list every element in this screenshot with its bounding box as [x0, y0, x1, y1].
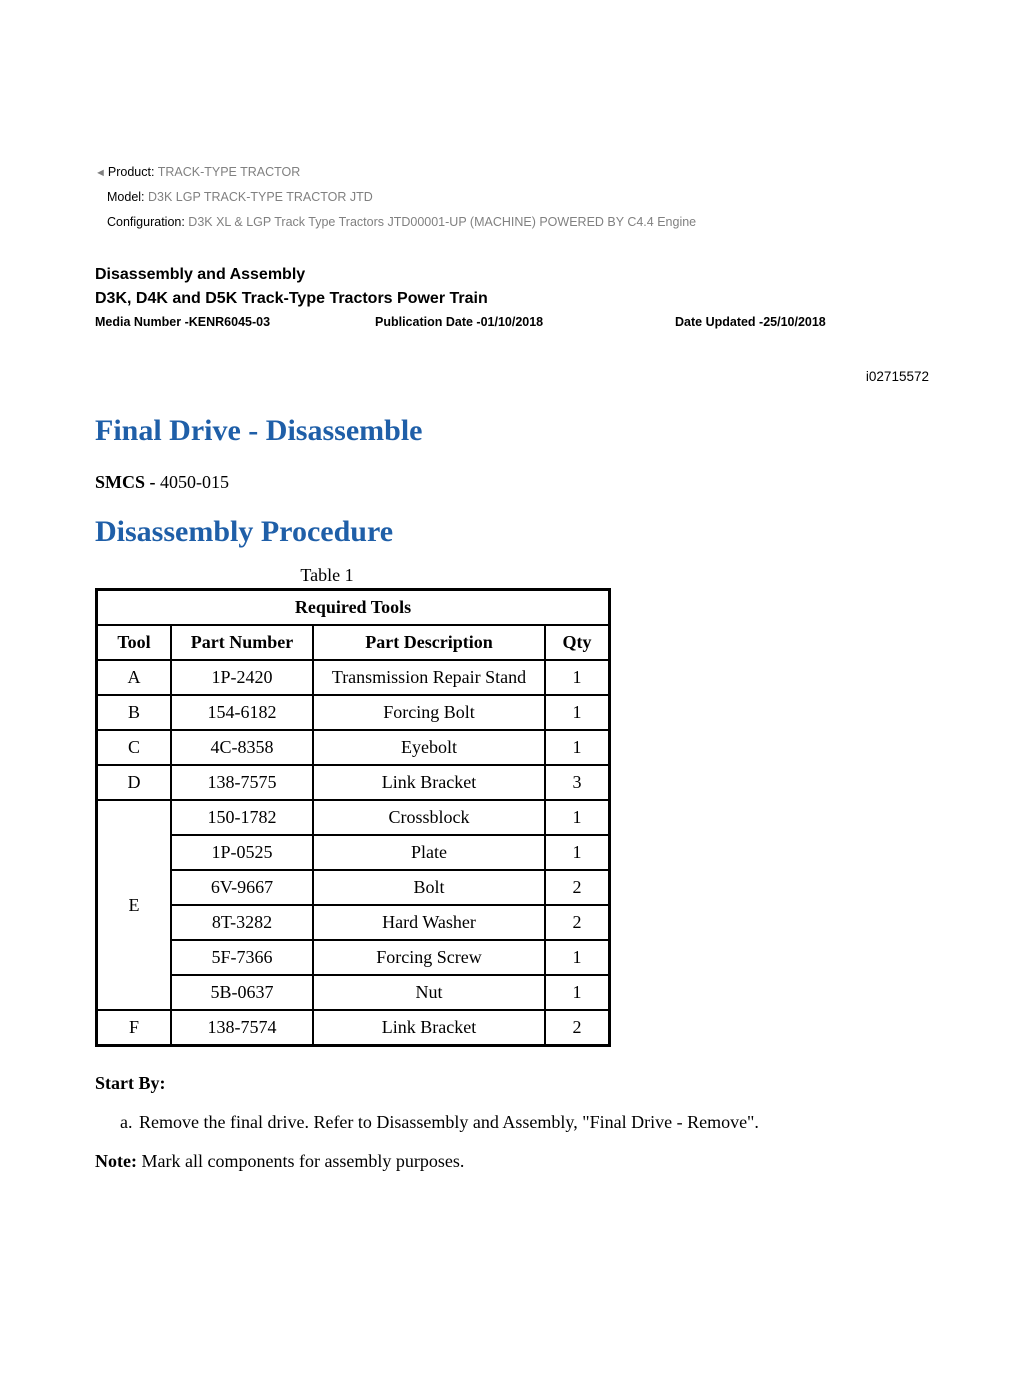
- cell-description: Link Bracket: [313, 765, 545, 800]
- cell-description: Forcing Bolt: [313, 695, 545, 730]
- cell-part-number: 138-7575: [171, 765, 313, 800]
- cell-qty: 1: [545, 975, 609, 1010]
- smcs-label: SMCS -: [95, 472, 160, 492]
- cell-part-number: 4C-8358: [171, 730, 313, 765]
- note-label: Note:: [95, 1151, 141, 1171]
- cell-part-number: 1P-0525: [171, 835, 313, 870]
- col-header-tool: Tool: [97, 625, 171, 660]
- document-id: i02715572: [95, 369, 929, 384]
- cell-tool: D: [97, 765, 171, 800]
- cell-qty: 1: [545, 800, 609, 835]
- cell-description: Nut: [313, 975, 545, 1010]
- cell-tool: A: [97, 660, 171, 695]
- cell-tool: C: [97, 730, 171, 765]
- table-row: D138-7575Link Bracket3: [97, 765, 609, 800]
- cell-part-number: 1P-2420: [171, 660, 313, 695]
- cell-part-number: 8T-3282: [171, 905, 313, 940]
- meta-row-model: Model: D3K LGP TRACK-TYPE TRACTOR JTD: [95, 185, 929, 210]
- list-item: Remove the final drive. Refer to Disasse…: [137, 1112, 929, 1133]
- smcs-value: 4050-015: [160, 472, 229, 492]
- cell-part-number: 5F-7366: [171, 940, 313, 975]
- cell-description: Eyebolt: [313, 730, 545, 765]
- date-updated: Date Updated -25/10/2018: [675, 315, 929, 329]
- meta-product-value: TRACK-TYPE TRACTOR: [154, 165, 300, 179]
- col-header-pn: Part Number: [171, 625, 313, 660]
- start-by-list: Remove the final drive. Refer to Disasse…: [95, 1112, 929, 1133]
- section-header: Disassembly and Assembly D3K, D4K and D5…: [95, 263, 929, 329]
- table-row: A1P-2420Transmission Repair Stand1: [97, 660, 609, 695]
- start-by: Start By:: [95, 1073, 929, 1094]
- meta-block: ◄Product: TRACK-TYPE TRACTOR Model: D3K …: [95, 160, 929, 235]
- cell-part-number: 138-7574: [171, 1010, 313, 1045]
- meta-model-value: D3K LGP TRACK-TYPE TRACTOR JTD: [145, 190, 373, 204]
- media-number: Media Number -KENR6045-03: [95, 315, 375, 329]
- cell-tool: F: [97, 1010, 171, 1045]
- cell-description: Forcing Screw: [313, 940, 545, 975]
- meta-row-product: ◄Product: TRACK-TYPE TRACTOR: [95, 160, 929, 185]
- note: Note: Mark all components for assembly p…: [95, 1151, 929, 1172]
- cell-part-number: 154-6182: [171, 695, 313, 730]
- cell-qty: 1: [545, 660, 609, 695]
- page-title: Final Drive - Disassemble: [95, 414, 929, 448]
- table-body: A1P-2420Transmission Repair Stand1B154-6…: [97, 660, 609, 1045]
- start-by-label: Start By:: [95, 1073, 166, 1093]
- table-row: F138-7574Link Bracket2: [97, 1010, 609, 1045]
- cell-description: Link Bracket: [313, 1010, 545, 1045]
- cell-part-number: 5B-0637: [171, 975, 313, 1010]
- smcs-line: SMCS - 4050-015: [95, 472, 929, 493]
- cell-description: Plate: [313, 835, 545, 870]
- table-row: E150-1782Crossblock1: [97, 800, 609, 835]
- meta-product-label: Product:: [108, 165, 155, 179]
- meta-row-config: Configuration: D3K XL & LGP Track Type T…: [95, 210, 929, 235]
- table-row: 8T-3282Hard Washer2: [97, 905, 609, 940]
- cell-qty: 3: [545, 765, 609, 800]
- media-row: Media Number -KENR6045-03 Publication Da…: [95, 315, 929, 329]
- back-arrow-icon: ◄: [95, 167, 106, 179]
- table-title: Required Tools: [97, 590, 609, 625]
- table-title-row: Required Tools: [97, 590, 609, 625]
- cell-qty: 1: [545, 835, 609, 870]
- cell-description: Bolt: [313, 870, 545, 905]
- col-header-desc: Part Description: [313, 625, 545, 660]
- table-caption: Table 1: [95, 565, 559, 586]
- cell-qty: 1: [545, 940, 609, 975]
- meta-model-label: Model:: [107, 190, 145, 204]
- col-header-qty: Qty: [545, 625, 609, 660]
- cell-description: Crossblock: [313, 800, 545, 835]
- cell-description: Hard Washer: [313, 905, 545, 940]
- cell-part-number: 150-1782: [171, 800, 313, 835]
- table-row: B154-6182Forcing Bolt1: [97, 695, 609, 730]
- cell-qty: 2: [545, 870, 609, 905]
- section-title-1: Disassembly and Assembly: [95, 263, 929, 287]
- cell-qty: 1: [545, 695, 609, 730]
- page: ◄Product: TRACK-TYPE TRACTOR Model: D3K …: [0, 0, 1024, 1250]
- cell-qty: 2: [545, 1010, 609, 1045]
- required-tools-table: Required Tools Tool Part Number Part Des…: [95, 588, 611, 1047]
- cell-tool: E: [97, 800, 171, 1010]
- cell-qty: 1: [545, 730, 609, 765]
- meta-config-value: D3K XL & LGP Track Type Tractors JTD0000…: [185, 215, 696, 229]
- table-row: 5F-7366Forcing Screw1: [97, 940, 609, 975]
- meta-config-label: Configuration:: [107, 215, 185, 229]
- cell-description: Transmission Repair Stand: [313, 660, 545, 695]
- cell-qty: 2: [545, 905, 609, 940]
- section-title-2: D3K, D4K and D5K Track-Type Tractors Pow…: [95, 287, 929, 311]
- procedure-title: Disassembly Procedure: [95, 515, 929, 549]
- table-row: 1P-0525Plate1: [97, 835, 609, 870]
- table-row: 5B-0637Nut1: [97, 975, 609, 1010]
- cell-part-number: 6V-9667: [171, 870, 313, 905]
- table-row: 6V-9667Bolt2: [97, 870, 609, 905]
- cell-tool: B: [97, 695, 171, 730]
- table-header-row: Tool Part Number Part Description Qty: [97, 625, 609, 660]
- publication-date: Publication Date -01/10/2018: [375, 315, 675, 329]
- table-row: C4C-8358Eyebolt1: [97, 730, 609, 765]
- note-text: Mark all components for assembly purpose…: [141, 1151, 464, 1171]
